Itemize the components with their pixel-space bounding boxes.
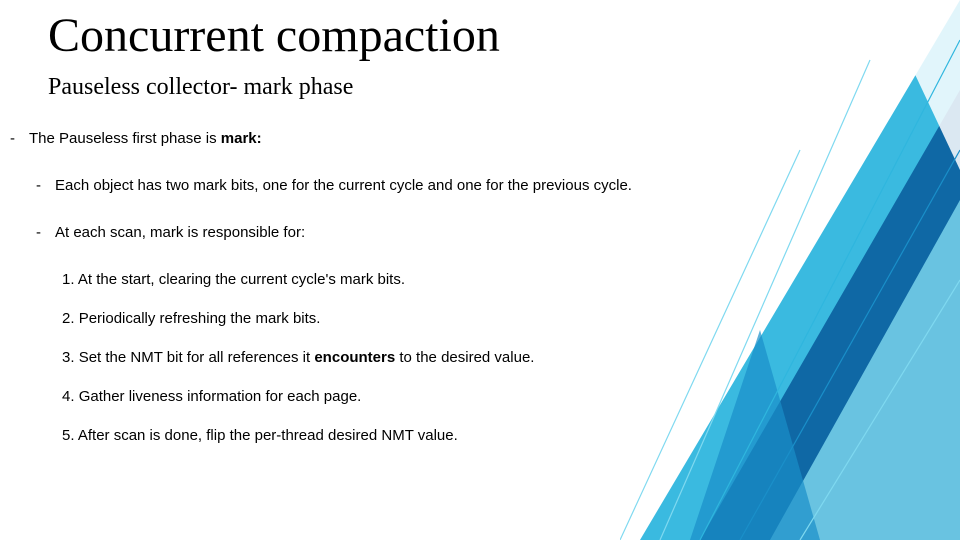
numbered-item: 3. Set the NMT bit for all references it… — [62, 349, 730, 366]
slide: Concurrent compaction Pauseless collecto… — [0, 0, 960, 540]
bullet-level2: - Each object has two mark bits, one for… — [36, 177, 730, 194]
bullet-dash: - — [36, 177, 41, 194]
numbered-item: 1. At the start, clearing the current cy… — [62, 271, 730, 288]
numbered-item: 5. After scan is done, flip the per-thre… — [62, 427, 730, 444]
bullet-text: The Pauseless first phase is mark: — [29, 130, 262, 147]
bullet-level1: - The Pauseless first phase is mark: — [10, 130, 730, 147]
numbered-item: 2. Periodically refreshing the mark bits… — [62, 310, 730, 327]
bullet-text: At each scan, mark is responsible for: — [55, 224, 305, 241]
bullet-dash: - — [10, 130, 15, 147]
bullet-text: Each object has two mark bits, one for t… — [55, 177, 632, 194]
bullet-level2: - At each scan, mark is responsible for: — [36, 224, 730, 241]
numbered-item: 4. Gather liveness information for each … — [62, 388, 730, 405]
bullet-dash: - — [36, 224, 41, 241]
slide-title: Concurrent compaction — [48, 8, 500, 63]
slide-body: - The Pauseless first phase is mark: - E… — [10, 130, 730, 466]
numbered-list: 1. At the start, clearing the current cy… — [10, 271, 730, 444]
slide-subtitle: Pauseless collector- mark phase — [48, 74, 353, 101]
